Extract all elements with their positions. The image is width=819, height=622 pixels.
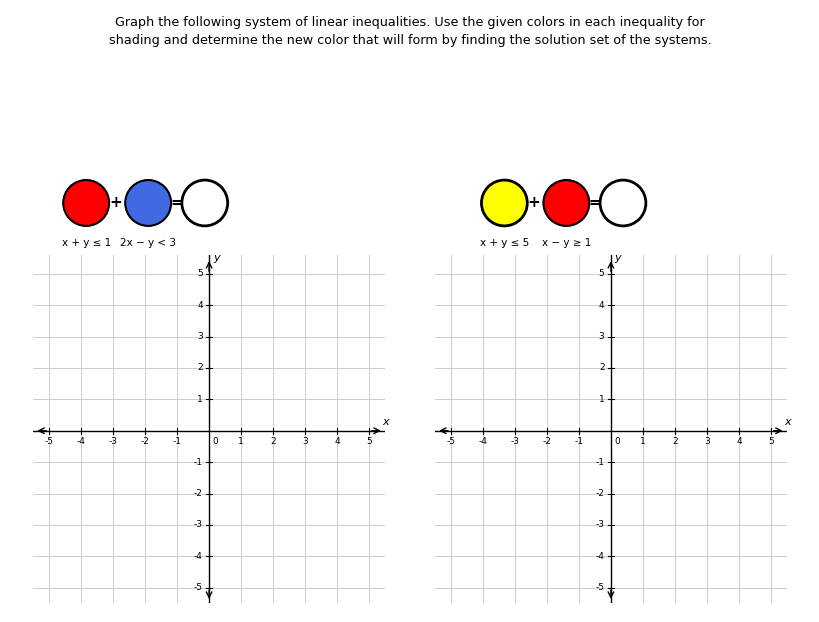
Text: =: = [170, 195, 183, 210]
Text: 4: 4 [598, 300, 604, 310]
Text: 4: 4 [197, 300, 202, 310]
Text: 5: 5 [197, 269, 202, 279]
Text: x: x [382, 417, 388, 427]
Text: shading and determine the new color that will form by finding the solution set o: shading and determine the new color that… [108, 34, 711, 47]
Text: -2: -2 [193, 489, 202, 498]
Text: -2: -2 [140, 437, 149, 446]
Text: 0: 0 [212, 437, 218, 446]
Text: Graph the following system of linear inequalities. Use the given colors in each : Graph the following system of linear ine… [115, 16, 704, 29]
Text: -4: -4 [76, 437, 85, 446]
Text: -5: -5 [44, 437, 53, 446]
Text: -3: -3 [108, 437, 117, 446]
Circle shape [182, 180, 228, 226]
Text: -3: -3 [509, 437, 518, 446]
Text: -3: -3 [193, 521, 202, 529]
Text: -1: -1 [172, 437, 181, 446]
Text: 2: 2 [672, 437, 677, 446]
Text: 0: 0 [613, 437, 619, 446]
Text: 1: 1 [197, 395, 202, 404]
Text: 2: 2 [598, 363, 604, 373]
Text: 3: 3 [598, 332, 604, 341]
Text: 2: 2 [197, 363, 202, 373]
Text: x + y ≤ 1: x + y ≤ 1 [61, 238, 111, 248]
Text: 5: 5 [366, 437, 372, 446]
Text: -1: -1 [193, 458, 202, 466]
Circle shape [63, 180, 109, 226]
Text: 3: 3 [197, 332, 202, 341]
Text: -5: -5 [595, 583, 604, 592]
Text: 1: 1 [640, 437, 645, 446]
Text: 5: 5 [598, 269, 604, 279]
Text: 3: 3 [302, 437, 308, 446]
Text: -4: -4 [193, 552, 202, 561]
Text: x + y ≤ 5: x + y ≤ 5 [479, 238, 528, 248]
Text: -1: -1 [573, 437, 582, 446]
Text: -5: -5 [446, 437, 455, 446]
Circle shape [543, 180, 589, 226]
Text: -2: -2 [541, 437, 550, 446]
Text: x: x [783, 417, 790, 427]
Text: y: y [614, 253, 621, 263]
Text: 2x − y < 3: 2x − y < 3 [120, 238, 176, 248]
Text: 4: 4 [334, 437, 340, 446]
Text: -3: -3 [595, 521, 604, 529]
Text: 1: 1 [238, 437, 244, 446]
Text: 2: 2 [270, 437, 276, 446]
Text: y: y [213, 253, 219, 263]
Text: =: = [587, 195, 600, 210]
Text: 1: 1 [598, 395, 604, 404]
Text: -5: -5 [193, 583, 202, 592]
Text: 4: 4 [735, 437, 741, 446]
Text: -2: -2 [595, 489, 604, 498]
Text: -4: -4 [477, 437, 486, 446]
Circle shape [600, 180, 645, 226]
Text: +: + [109, 195, 122, 210]
Text: x − y ≥ 1: x − y ≥ 1 [541, 238, 590, 248]
Text: -4: -4 [595, 552, 604, 561]
Text: 5: 5 [767, 437, 773, 446]
Circle shape [125, 180, 171, 226]
Text: +: + [527, 195, 540, 210]
Text: -1: -1 [595, 458, 604, 466]
Text: 3: 3 [704, 437, 709, 446]
Circle shape [481, 180, 527, 226]
